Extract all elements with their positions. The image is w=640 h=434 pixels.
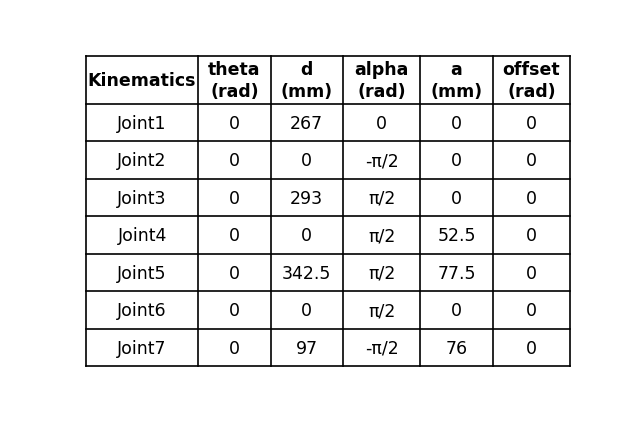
Text: Joint1: Joint1 — [117, 114, 167, 132]
Text: 0: 0 — [451, 302, 462, 319]
Text: 0: 0 — [301, 152, 312, 170]
Text: 52.5: 52.5 — [437, 227, 476, 244]
Text: alpha
(rad): alpha (rad) — [355, 61, 409, 101]
Text: 0: 0 — [526, 302, 537, 319]
Text: -π/2: -π/2 — [365, 339, 399, 357]
Text: 0: 0 — [229, 302, 240, 319]
Text: 0: 0 — [229, 264, 240, 282]
Text: 0: 0 — [526, 152, 537, 170]
Text: Joint7: Joint7 — [117, 339, 167, 357]
Text: 0: 0 — [301, 227, 312, 244]
Text: -π/2: -π/2 — [365, 152, 399, 170]
Text: 0: 0 — [229, 339, 240, 357]
Text: π/2: π/2 — [368, 227, 396, 244]
Text: 267: 267 — [290, 114, 323, 132]
Text: 0: 0 — [526, 264, 537, 282]
Text: 97: 97 — [296, 339, 318, 357]
Text: 0: 0 — [229, 189, 240, 207]
Text: 0: 0 — [526, 114, 537, 132]
Text: π/2: π/2 — [368, 302, 396, 319]
Text: 0: 0 — [526, 189, 537, 207]
Text: Joint4: Joint4 — [117, 227, 167, 244]
Text: 0: 0 — [451, 189, 462, 207]
Text: 0: 0 — [451, 114, 462, 132]
Text: 76: 76 — [445, 339, 468, 357]
Text: a
(mm): a (mm) — [431, 61, 483, 101]
Text: 342.5: 342.5 — [282, 264, 332, 282]
Text: Joint5: Joint5 — [117, 264, 167, 282]
Text: theta
(rad): theta (rad) — [208, 61, 260, 101]
Text: Joint3: Joint3 — [117, 189, 167, 207]
Text: π/2: π/2 — [368, 264, 396, 282]
Text: π/2: π/2 — [368, 189, 396, 207]
Text: 0: 0 — [526, 227, 537, 244]
Text: 0: 0 — [229, 152, 240, 170]
Text: Joint2: Joint2 — [117, 152, 167, 170]
Text: d
(mm): d (mm) — [281, 61, 333, 101]
Text: Kinematics: Kinematics — [88, 72, 196, 90]
Text: offset
(rad): offset (rad) — [502, 61, 560, 101]
Text: 0: 0 — [451, 152, 462, 170]
Text: 0: 0 — [229, 114, 240, 132]
Text: 293: 293 — [290, 189, 323, 207]
Text: 0: 0 — [376, 114, 387, 132]
Text: Joint6: Joint6 — [117, 302, 167, 319]
Text: 0: 0 — [229, 227, 240, 244]
Text: 77.5: 77.5 — [437, 264, 476, 282]
Text: 0: 0 — [526, 339, 537, 357]
Text: 0: 0 — [301, 302, 312, 319]
